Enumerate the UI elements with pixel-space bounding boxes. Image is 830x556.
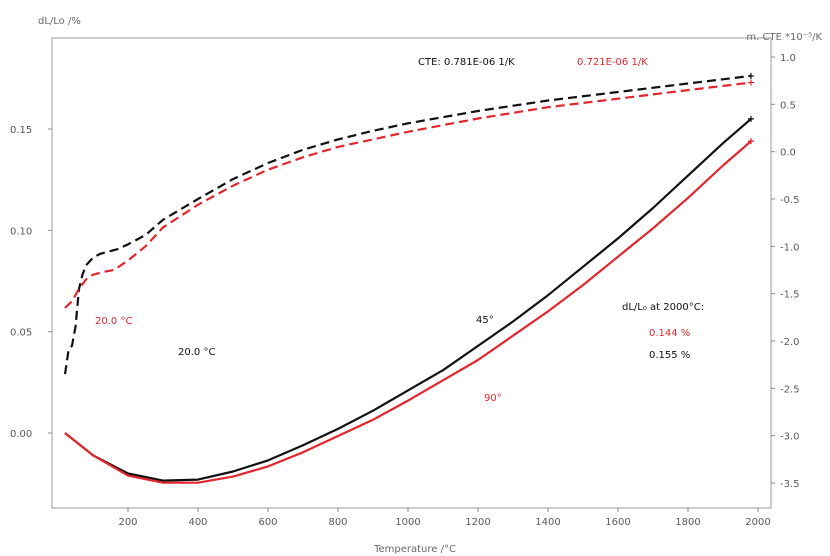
- y-right-tick-label: -0.5: [780, 195, 800, 206]
- x-tick-label: 1800: [675, 517, 700, 528]
- x-tick-label: 800: [328, 517, 347, 528]
- y-right-tick-label: 0.0: [780, 148, 796, 159]
- series-layer: [63, 72, 754, 484]
- y-axis-right-label: m. CTE *10⁻⁵/K: [746, 32, 822, 43]
- y-left-tick-label: 0.10: [10, 226, 32, 237]
- annotation-at-black: 0.155 %: [649, 350, 690, 361]
- series-line-1: [64, 118, 752, 482]
- annotation-temp-black: 20.0 °C: [178, 347, 215, 358]
- series-end-marker-2: [748, 138, 754, 145]
- series-end-marker-3: [748, 72, 754, 79]
- y-right-tick-label: -3.5: [780, 479, 800, 490]
- y-axis-left-label: dL/Lo /%: [38, 16, 81, 27]
- x-tick-label: 600: [258, 517, 277, 528]
- series-line-2: [64, 140, 752, 484]
- y-right-tick-label: 0.5: [780, 100, 796, 111]
- x-tick-label: 1200: [465, 517, 490, 528]
- y-left-tick-label: 0.05: [10, 328, 32, 339]
- y-left-tick-label: 0.15: [10, 125, 32, 136]
- series-end-marker-1: [748, 115, 754, 122]
- y-right-tick-label: -3.0: [780, 432, 800, 443]
- y-right-tick-label: -2.5: [780, 384, 800, 395]
- plot-frame: [48, 37, 775, 512]
- annotation-90: 90°: [484, 393, 502, 404]
- y-left-tick-label: 0.00: [10, 429, 32, 440]
- plot-border: [51, 37, 772, 509]
- series-end-marker-4: [748, 79, 754, 86]
- x-axis-label: Temperature /°C: [373, 544, 456, 555]
- annotation-45: 45°: [476, 315, 494, 326]
- series-line-3: [63, 74, 752, 375]
- annotation-cte-black: CTE: 0.781E-06 1/K: [418, 57, 515, 68]
- y-right-tick-label: -1.0: [780, 242, 800, 253]
- annotation-at-red: 0.144 %: [649, 328, 690, 339]
- y-right-tick-label: -2.0: [780, 337, 800, 348]
- tick-labels: 200 400 600 800 1000 1200 1400 1600 1800 20000.00…: [10, 53, 800, 528]
- x-tick-label: 400: [188, 517, 207, 528]
- annotation-temp-red: 20.0 °C: [95, 316, 132, 327]
- x-tick-label: 2000: [745, 517, 770, 528]
- x-tick-label: 200: [118, 517, 137, 528]
- annotation-at-title: dL/L₀ at 2000°C:: [622, 302, 704, 313]
- y-right-tick-label: -1.5: [780, 290, 800, 301]
- x-tick-label: 1400: [535, 517, 560, 528]
- y-right-tick-label: 1.0: [780, 53, 796, 64]
- annotation-cte-red: 0.721E-06 1/K: [577, 57, 648, 68]
- x-tick-label: 1000: [395, 517, 420, 528]
- x-tick-label: 1600: [605, 517, 630, 528]
